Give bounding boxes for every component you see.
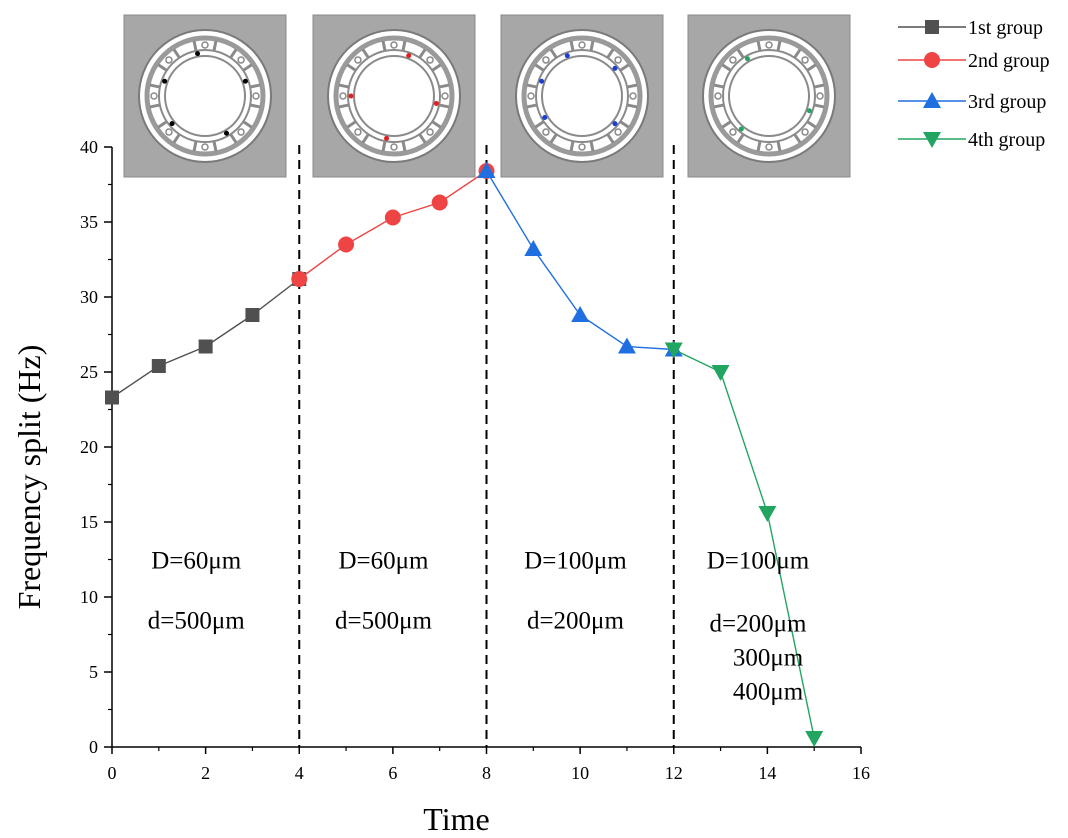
y-tick-label: 25 [80,362,98,382]
data-point [198,339,213,354]
data-point [711,365,730,381]
annotation-text: d=200μm [527,608,625,635]
resonator-inset-3 [500,14,664,178]
x-tick-label: 8 [482,763,491,783]
x-tick-label: 6 [388,763,397,783]
annotation-text: 400μm [733,679,804,706]
series-line [111,278,300,399]
legend: 1st group 2nd group 3rd group 4th group [898,17,1050,151]
series-3 [477,162,683,357]
annotation-1: D=60μm d=500μm [148,548,246,635]
resonator-insets [123,14,851,178]
trim-dot [224,130,229,136]
data-point [291,271,308,287]
data-point [664,342,683,359]
trim-dot [738,126,744,132]
x-tick-label: 10 [571,763,589,783]
trim-dot [195,51,201,57]
data-point [105,390,119,405]
legend-marker [923,132,941,148]
data-point [524,240,543,256]
trim-dot [348,93,354,99]
trim-dot [745,56,750,62]
axes: 0 2 4 6 8 10 12 14 16 0 5 10 15 20 25 30 35 40 [80,137,870,783]
data-point [384,209,401,226]
series-line [673,348,815,739]
data-point [338,236,355,253]
x-tick-label: 2 [201,763,210,783]
data-point [805,731,824,747]
legend-label: 1st group [968,17,1043,39]
legend-marker [923,92,941,108]
series-line [485,170,674,351]
trim-dot [542,115,548,120]
annotation-text: d=500μm [335,608,433,635]
data-point [245,308,260,322]
y-tick-label: 0 [89,737,98,757]
legend-marker [925,20,939,34]
trim-dot [612,121,618,127]
trim-dot [406,53,412,59]
annotation-text: D=100μm [524,548,627,575]
annotation-4: D=100μm d=200μm 300μm 400μm [707,548,810,706]
y-tick-label: 10 [80,587,98,607]
data-point [431,194,448,211]
annotation-text: D=100μm [707,548,810,575]
series-4 [664,342,824,747]
data-point [151,359,166,373]
annotation-text: D=60μm [151,548,242,575]
x-tick-label: 0 [108,763,117,783]
data-point [477,162,496,178]
x-tick-label: 12 [665,763,683,783]
x-tick-label: 4 [295,763,304,783]
legend-entry-1: 1st group [898,17,1043,39]
region-annotations: D=60μm d=500μm D=60μm d=500μm D=100μm d=200μm… [148,548,810,706]
annotation-text: D=60μm [339,548,430,575]
data-point [617,337,636,354]
x-tick-label: 16 [852,763,870,783]
trim-dot [806,108,812,114]
series-1 [105,272,307,405]
data-point [758,506,777,522]
group-dividers [298,145,675,747]
y-tick-label: 20 [80,437,98,457]
legend-label: 2nd group [968,50,1050,72]
annotation-text: 300μm [733,645,804,672]
trim-dot [612,65,618,71]
trim-dot [169,121,175,127]
y-axis-title: Frequency split (Hz) [11,345,47,610]
series-layer [105,162,824,747]
y-tick-label: 30 [80,287,98,307]
trim-dot [433,100,439,106]
x-axis-title: Time [423,801,489,837]
legend-marker [924,52,940,68]
legend-label: 4th group [968,129,1045,151]
annotation-text: d=200μm [710,611,808,638]
resonator-inset-4 [687,14,851,178]
y-tick-label: 40 [80,137,98,157]
legend-entry-2: 2nd group [898,50,1050,72]
trim-dot [564,53,570,59]
series-2 [291,163,495,287]
y-tick-label: 15 [80,512,98,532]
legend-entry-4: 4th group [898,129,1045,151]
data-point [571,306,590,322]
trim-dot [162,78,168,84]
axis-ticks: 0 2 4 6 8 10 12 14 16 0 5 10 15 20 25 30 35 40 [80,137,870,783]
trim-dot [384,135,390,141]
legend-entry-3: 3rd group [898,91,1046,113]
annotation-2: D=60μm d=500μm [335,548,433,635]
resonator-inset-1 [123,14,287,178]
x-tick-label: 14 [758,763,776,783]
annotation-3: D=100μm d=200μm [524,548,627,635]
annotation-text: d=500μm [148,608,246,635]
y-tick-label: 35 [80,212,98,232]
resonator-inset-2 [312,14,476,178]
legend-label: 3rd group [968,91,1046,113]
trim-dot [242,78,248,84]
trim-dot [539,78,545,84]
y-tick-label: 5 [89,662,98,682]
